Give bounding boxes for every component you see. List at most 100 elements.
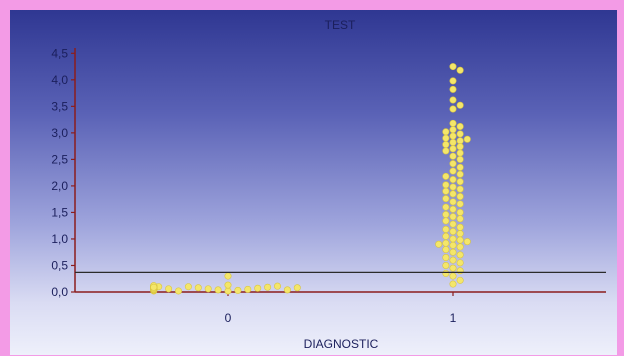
- x-axis-label: DIAGNOSTIC: [304, 337, 379, 351]
- data-point: [449, 167, 457, 175]
- data-point: [244, 285, 252, 293]
- data-point: [442, 181, 450, 189]
- data-point: [456, 170, 464, 178]
- data-point: [463, 238, 471, 246]
- data-points: [150, 63, 471, 295]
- data-point: [449, 248, 457, 256]
- data-point: [442, 246, 450, 254]
- data-point: [150, 283, 158, 291]
- data-point: [456, 193, 464, 201]
- data-point: [449, 126, 457, 134]
- data-point: [442, 203, 450, 211]
- data-point: [442, 211, 450, 219]
- data-point: [442, 261, 450, 269]
- data-point: [449, 183, 457, 191]
- data-point: [442, 225, 450, 233]
- data-point: [456, 243, 464, 251]
- data-point: [456, 215, 464, 223]
- data-point: [449, 138, 457, 146]
- data-point: [456, 230, 464, 238]
- data-point: [254, 284, 262, 292]
- axes: [74, 48, 606, 293]
- data-point: [224, 272, 232, 280]
- data-point: [449, 105, 457, 113]
- data-point: [449, 77, 457, 85]
- data-point: [224, 287, 232, 295]
- data-point: [449, 228, 457, 236]
- data-point: [456, 155, 464, 163]
- data-point: [456, 123, 464, 131]
- data-point: [293, 284, 301, 292]
- data-point: [442, 195, 450, 203]
- data-point: [463, 135, 471, 143]
- data-point: [442, 134, 450, 142]
- data-point: [456, 130, 464, 138]
- data-point: [442, 128, 450, 136]
- data-point: [264, 283, 272, 291]
- data-point: [449, 280, 457, 288]
- y-tick-label: 2,5: [51, 152, 68, 166]
- data-point: [449, 264, 457, 272]
- data-point: [442, 239, 450, 247]
- data-point: [184, 283, 192, 291]
- data-point: [449, 96, 457, 104]
- data-point: [456, 236, 464, 244]
- data-point: [224, 281, 232, 289]
- chart-title: TEST: [325, 18, 356, 32]
- data-point: [204, 285, 212, 293]
- data-point: [194, 284, 202, 292]
- data-point: [214, 286, 222, 294]
- data-point: [456, 163, 464, 171]
- data-point: [449, 132, 457, 140]
- data-point: [449, 176, 457, 184]
- data-point: [449, 241, 457, 249]
- y-tick-label: 1,5: [51, 205, 68, 219]
- data-point: [165, 285, 173, 293]
- data-point: [456, 185, 464, 193]
- x-tick-label: 0: [225, 311, 232, 325]
- data-point: [449, 198, 457, 206]
- data-point: [449, 220, 457, 228]
- data-point: [449, 85, 457, 93]
- data-point: [449, 272, 457, 280]
- data-point: [435, 240, 443, 248]
- data-point: [442, 217, 450, 225]
- data-point: [449, 63, 457, 71]
- data-point: [456, 137, 464, 145]
- data-point: [283, 286, 291, 294]
- x-tick-label: 1: [450, 311, 457, 325]
- data-point: [456, 66, 464, 74]
- data-point: [456, 149, 464, 157]
- data-point: [449, 235, 457, 243]
- data-point: [273, 282, 281, 290]
- y-tick-label: 2,0: [51, 179, 68, 193]
- data-point: [456, 251, 464, 259]
- data-point: [456, 208, 464, 216]
- data-point: [442, 172, 450, 180]
- data-point: [442, 141, 450, 149]
- data-point: [449, 205, 457, 213]
- data-point: [442, 232, 450, 240]
- data-point: [456, 276, 464, 284]
- y-tick-label: 3,5: [51, 99, 68, 113]
- data-point: [449, 119, 457, 127]
- data-point: [442, 269, 450, 277]
- data-point: [449, 160, 457, 168]
- data-point: [175, 287, 183, 295]
- data-point: [456, 259, 464, 267]
- data-point: [449, 152, 457, 160]
- data-point: [442, 254, 450, 262]
- data-point: [449, 190, 457, 198]
- data-point: [442, 147, 450, 155]
- data-point: [449, 145, 457, 153]
- data-point: [234, 286, 242, 294]
- data-point: [449, 213, 457, 221]
- y-tick-label: 0,5: [51, 258, 68, 272]
- y-tick-label: 4,5: [51, 46, 68, 60]
- y-axis-ticks: 0,0 0,5 1,0 1,5 2,0 2,5 3,0 3,5 4,0 4,5: [51, 46, 75, 299]
- data-point: [456, 101, 464, 109]
- data-point: [456, 143, 464, 151]
